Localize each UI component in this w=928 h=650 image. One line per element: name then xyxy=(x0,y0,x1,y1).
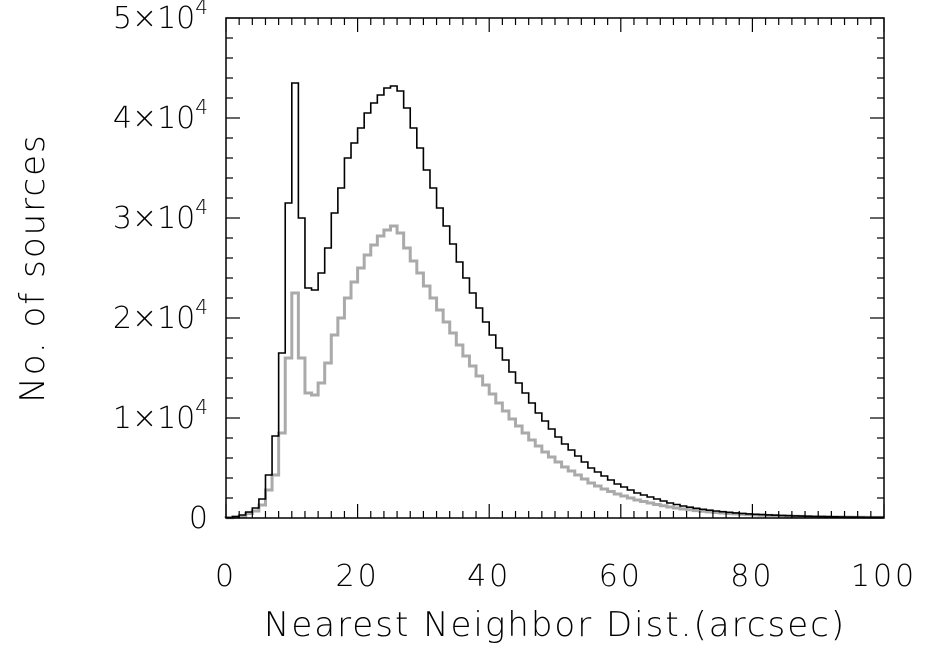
histogram-series-1 xyxy=(225,82,884,519)
y-tick-label: 1×104 xyxy=(113,395,208,436)
y-tick-label: 5×104 xyxy=(113,0,208,36)
y-tick-label: 2×104 xyxy=(113,295,208,336)
x-axis-label: Nearest Neighbor Dist.(arcsec) xyxy=(264,605,846,645)
x-tick-labels: 0 20 40 60 80 100 xyxy=(215,559,917,594)
series-layer xyxy=(224,82,884,520)
y-tick-label: 0 xyxy=(189,501,208,536)
y-axis-label: No. of sources xyxy=(13,133,53,402)
y-tick-label: 3×104 xyxy=(113,195,208,236)
x-tick-label: 0 xyxy=(215,559,237,594)
tick-layer xyxy=(225,17,885,519)
x-tick-label: 40 xyxy=(467,559,511,594)
y-tick-label: 4×104 xyxy=(113,95,208,136)
x-tick-label: 20 xyxy=(336,559,380,594)
x-tick-label: 80 xyxy=(730,559,774,594)
y-tick-labels: 0 1×104 2×104 3×104 4×104 5×104 xyxy=(113,0,208,536)
x-tick-label: 100 xyxy=(851,559,917,594)
x-tick-label: 60 xyxy=(599,559,643,594)
